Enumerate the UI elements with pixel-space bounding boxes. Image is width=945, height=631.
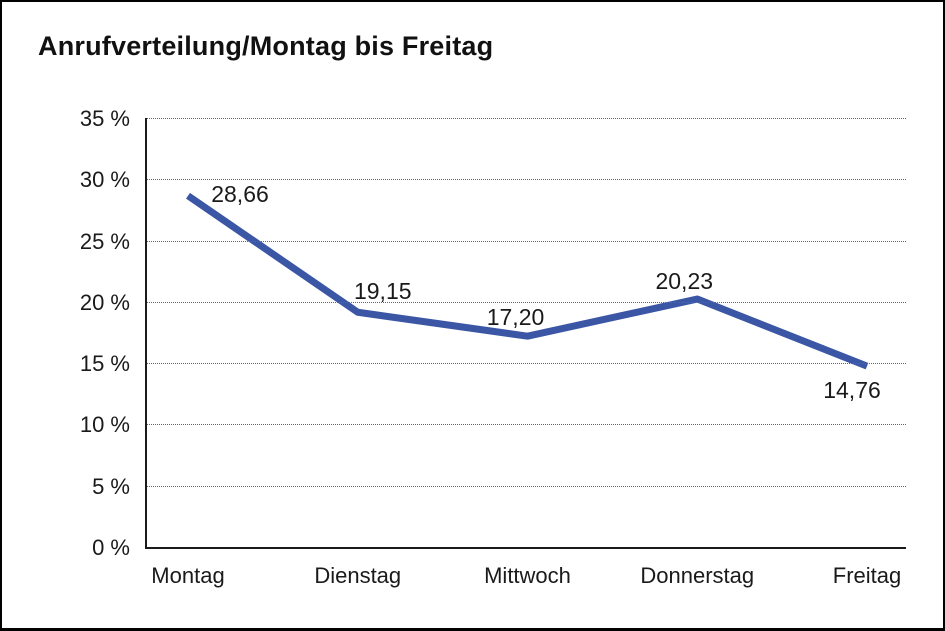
data-point-label: 19,15 <box>353 278 412 305</box>
data-point-label: 14,76 <box>823 377 881 404</box>
y-axis-tick-label: 15 % <box>79 351 130 377</box>
x-axis-category-label: Mittwoch <box>484 563 571 588</box>
y-axis-tick-label: 0 % <box>92 535 130 560</box>
data-point-label: 17,20 <box>486 304 545 331</box>
x-axis-category-label: Dienstag <box>314 563 402 588</box>
chart-title: Anrufverteilung/Montag bis Freitag <box>38 31 494 61</box>
y-axis-tick-label: 5 % <box>92 473 130 499</box>
y-axis-tick-label: 25 % <box>79 228 130 254</box>
gridline <box>147 118 906 119</box>
y-axis-tick-label: 20 % <box>79 289 130 315</box>
plot-area: 28,66 19,15 17,20 20,23 14,76 <box>145 118 906 549</box>
x-axis-category-label: Freitag <box>832 563 902 588</box>
data-point-label: 20,23 <box>655 268 714 295</box>
gridline <box>147 363 906 365</box>
x-axis-category-label: Donnerstag <box>640 563 755 588</box>
x-axis-category-label: Montag <box>151 563 225 588</box>
line-series-svg <box>186 192 869 370</box>
y-axis-tick-label: 35 % <box>79 106 130 131</box>
gridline <box>147 179 906 181</box>
y-axis-tick-label: 10 % <box>79 412 130 438</box>
data-line-series <box>186 192 869 370</box>
gridline <box>147 301 906 303</box>
gridline <box>147 240 906 242</box>
gridline <box>147 424 906 426</box>
gridline <box>147 485 906 487</box>
data-point-label: 28,66 <box>211 180 269 207</box>
y-axis-tick-label: 30 % <box>79 167 130 193</box>
